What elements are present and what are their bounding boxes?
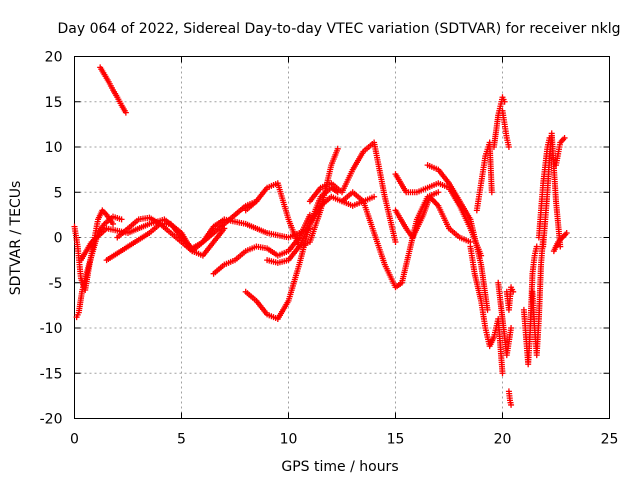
x-tick-label: 0: [70, 432, 79, 448]
data-point: [508, 325, 515, 331]
axis-ticks: 0 5 10 15 20 25 -20 -15 -10 -5 0 5 10 15 20: [40, 50, 619, 448]
data-point: [561, 134, 568, 141]
data-point: [499, 370, 506, 377]
y-tick-label: -10: [40, 321, 63, 337]
chart-title: Day 064 of 2022, Sidereal Day-to-day VTE…: [58, 21, 621, 37]
data-point: [505, 144, 512, 150]
y-axis-title: SDTVAR / TECUs: [8, 181, 24, 296]
data-point: [392, 239, 399, 246]
data-point: [510, 288, 517, 295]
grid: [74, 56, 610, 419]
y-tick-label: 20: [45, 50, 63, 66]
y-tick-label: -5: [49, 276, 63, 292]
data-points: [71, 64, 570, 408]
data-point: [533, 243, 540, 250]
x-tick-label: 20: [494, 432, 512, 448]
x-tick-label: 25: [601, 432, 619, 448]
y-tick-label: -15: [40, 366, 63, 382]
y-tick-label: 15: [45, 95, 63, 111]
data-point: [334, 145, 341, 152]
x-tick-label: 10: [280, 432, 298, 448]
y-tick-label: 0: [54, 231, 63, 247]
data-point: [122, 109, 129, 116]
x-axis-title: GPS time / hours: [281, 459, 398, 475]
x-tick-label: 5: [177, 432, 186, 448]
data-point: [501, 98, 508, 105]
data-point: [118, 216, 125, 223]
data-point: [508, 401, 515, 408]
data-point: [371, 193, 378, 200]
y-tick-label: -20: [40, 412, 63, 428]
data-point: [435, 189, 442, 196]
data-point: [488, 189, 495, 196]
y-tick-label: 10: [45, 140, 63, 156]
data-point: [563, 229, 570, 236]
data-point: [110, 220, 117, 227]
data-point: [557, 243, 564, 250]
y-tick-label: 5: [54, 185, 63, 201]
x-tick-label: 15: [387, 432, 405, 448]
